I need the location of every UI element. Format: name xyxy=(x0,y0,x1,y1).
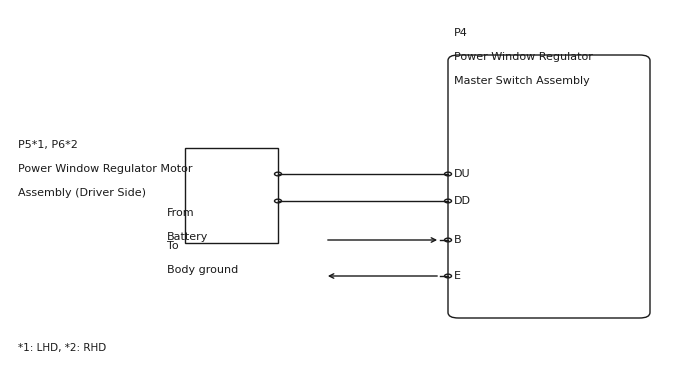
Text: Body ground: Body ground xyxy=(167,265,238,275)
Bar xyxy=(185,148,278,243)
Text: Power Window Regulator: Power Window Regulator xyxy=(454,52,593,62)
Text: Battery: Battery xyxy=(167,232,208,242)
Text: Power Window Regulator Motor: Power Window Regulator Motor xyxy=(18,164,192,174)
Text: DU: DU xyxy=(454,169,470,179)
Text: Master Switch Assembly: Master Switch Assembly xyxy=(454,76,590,86)
Text: P4: P4 xyxy=(454,28,468,38)
Text: To: To xyxy=(167,241,178,251)
Text: B: B xyxy=(454,235,461,245)
Text: From: From xyxy=(167,208,194,218)
Text: Assembly (Driver Side): Assembly (Driver Side) xyxy=(18,188,146,198)
Text: P5*1, P6*2: P5*1, P6*2 xyxy=(18,140,78,150)
Text: *1: LHD, *2: RHD: *1: LHD, *2: RHD xyxy=(18,343,106,353)
Text: DD: DD xyxy=(454,196,471,206)
Text: E: E xyxy=(454,271,461,281)
